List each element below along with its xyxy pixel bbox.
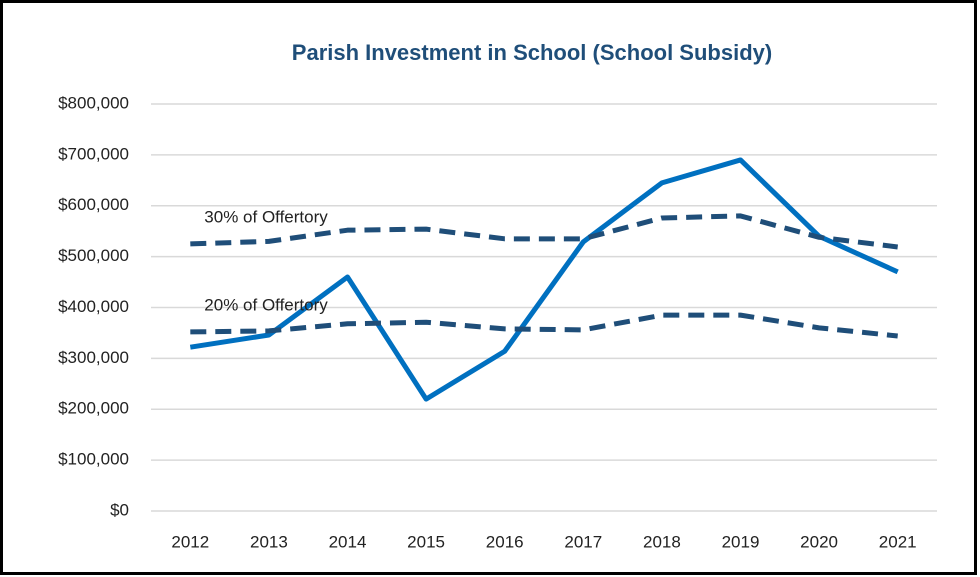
x-tick-label: 2019 xyxy=(722,532,760,551)
x-tick-label: 2012 xyxy=(171,532,209,551)
y-tick-label: $800,000 xyxy=(58,93,129,112)
y-tick-label: $100,000 xyxy=(58,450,129,469)
x-tick-label: 2014 xyxy=(329,532,367,551)
x-tick-label: 2015 xyxy=(407,532,445,551)
y-tick-label: $200,000 xyxy=(58,399,129,418)
y-tick-label: $400,000 xyxy=(58,297,129,316)
y-tick-label: $0 xyxy=(110,500,129,519)
y-tick-label: $500,000 xyxy=(58,246,129,265)
x-tick-label: 2016 xyxy=(486,532,524,551)
x-tick-label: 2018 xyxy=(643,532,681,551)
x-tick-label: 2021 xyxy=(879,532,917,551)
dashed-line xyxy=(190,213,899,250)
x-tick-label: 2020 xyxy=(800,532,838,551)
x-tick-label: 2017 xyxy=(564,532,602,551)
y-tick-label: $600,000 xyxy=(58,195,129,214)
line-annotation: 30% of Offertory xyxy=(204,207,328,226)
data-line xyxy=(189,157,899,402)
dashed-line xyxy=(190,312,898,339)
line-annotation: 20% of Offertory xyxy=(204,295,328,314)
x-tick-label: 2013 xyxy=(250,532,288,551)
chart-title: Parish Investment in School (School Subs… xyxy=(292,40,772,65)
y-tick-label: $300,000 xyxy=(58,348,129,367)
y-tick-label: $700,000 xyxy=(58,144,129,163)
